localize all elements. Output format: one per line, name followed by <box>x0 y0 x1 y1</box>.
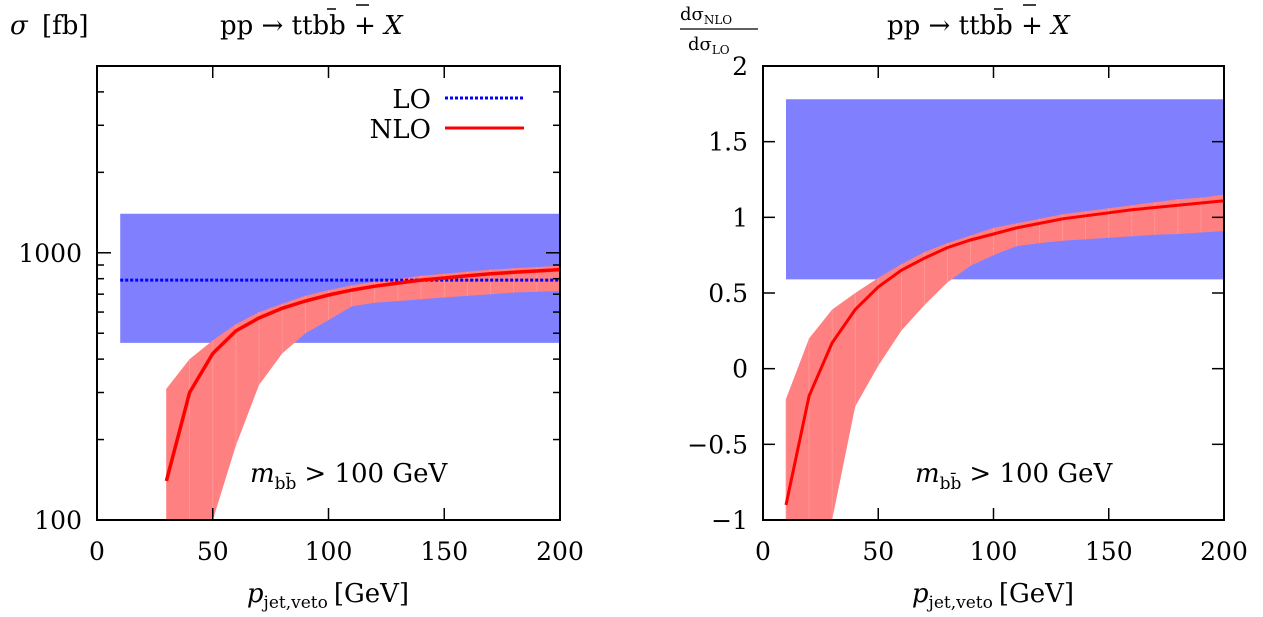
left-annotation: mbb̄ > 100 GeV <box>250 459 449 494</box>
legend-label-lo: LO <box>392 85 431 115</box>
right-x-axis-label: pjet,veto [GeV] <box>912 579 1074 613</box>
x-tick-label: 150 <box>420 537 468 566</box>
x-tick-label: 150 <box>1085 537 1133 566</box>
y-tick-label: −0.5 <box>687 430 748 459</box>
x-tick-label: 0 <box>89 537 105 566</box>
svg-text:dσLO: dσLO <box>688 34 730 57</box>
left-lines <box>120 267 561 482</box>
right-annotation: mbb̄ > 100 GeV <box>915 459 1114 494</box>
x-tick-label: 200 <box>1200 537 1248 566</box>
y-tick-label: −1 <box>711 506 748 535</box>
y-tick-label: 1.5 <box>708 128 748 157</box>
right-chart-panel: 0 50 100 150 200 −1 −0.5 0 0.5 1 1.5 2 dσNLO dσLO p… <box>680 4 1248 613</box>
right-bands <box>785 99 1225 520</box>
left-y-axis-label: σ [fb] <box>10 11 89 41</box>
nlo-line <box>164 267 561 482</box>
nlo-scale-band <box>166 265 560 520</box>
svg-text:dσNLO: dσNLO <box>680 4 732 27</box>
left-ticks: 0 50 100 150 200 100 1000 <box>18 65 584 566</box>
nlo-ratio-line <box>784 199 1225 506</box>
x-tick-label: 50 <box>862 537 894 566</box>
y-tick-label: 2 <box>732 52 748 81</box>
y-tick-label: 1000 <box>18 239 82 268</box>
y-tick-label: 1 <box>732 203 748 232</box>
right-chart-title: pp → ttbb + X <box>887 11 1071 41</box>
x-tick-label: 200 <box>536 537 584 566</box>
y-tick-label: 0 <box>732 355 748 384</box>
x-tick-label: 100 <box>970 537 1018 566</box>
left-chart-title: pp → ttbb + X <box>220 11 404 41</box>
y-tick-label: 0.5 <box>708 279 748 308</box>
legend-label-nlo: NLO <box>370 115 431 145</box>
x-tick-label: 100 <box>305 537 353 566</box>
left-x-axis-label: pjet,veto [GeV] <box>247 579 409 613</box>
lo-scale-band <box>120 213 560 343</box>
right-ticks: 0 50 100 150 200 −1 −0.5 0 0.5 1 1.5 2 <box>687 52 1248 566</box>
y-tick-label: 100 <box>34 506 82 535</box>
left-legend: LO NLO <box>370 85 524 145</box>
left-chart-panel: 0 50 100 150 200 100 1000 σ [fb] pp → ttbb + X… <box>10 4 584 613</box>
x-tick-label: 0 <box>755 537 771 566</box>
lo-ratio-band <box>786 99 1224 280</box>
x-tick-label: 50 <box>197 537 229 566</box>
right-y-axis-label: dσNLO dσLO <box>680 4 758 57</box>
right-lines <box>784 199 1225 506</box>
